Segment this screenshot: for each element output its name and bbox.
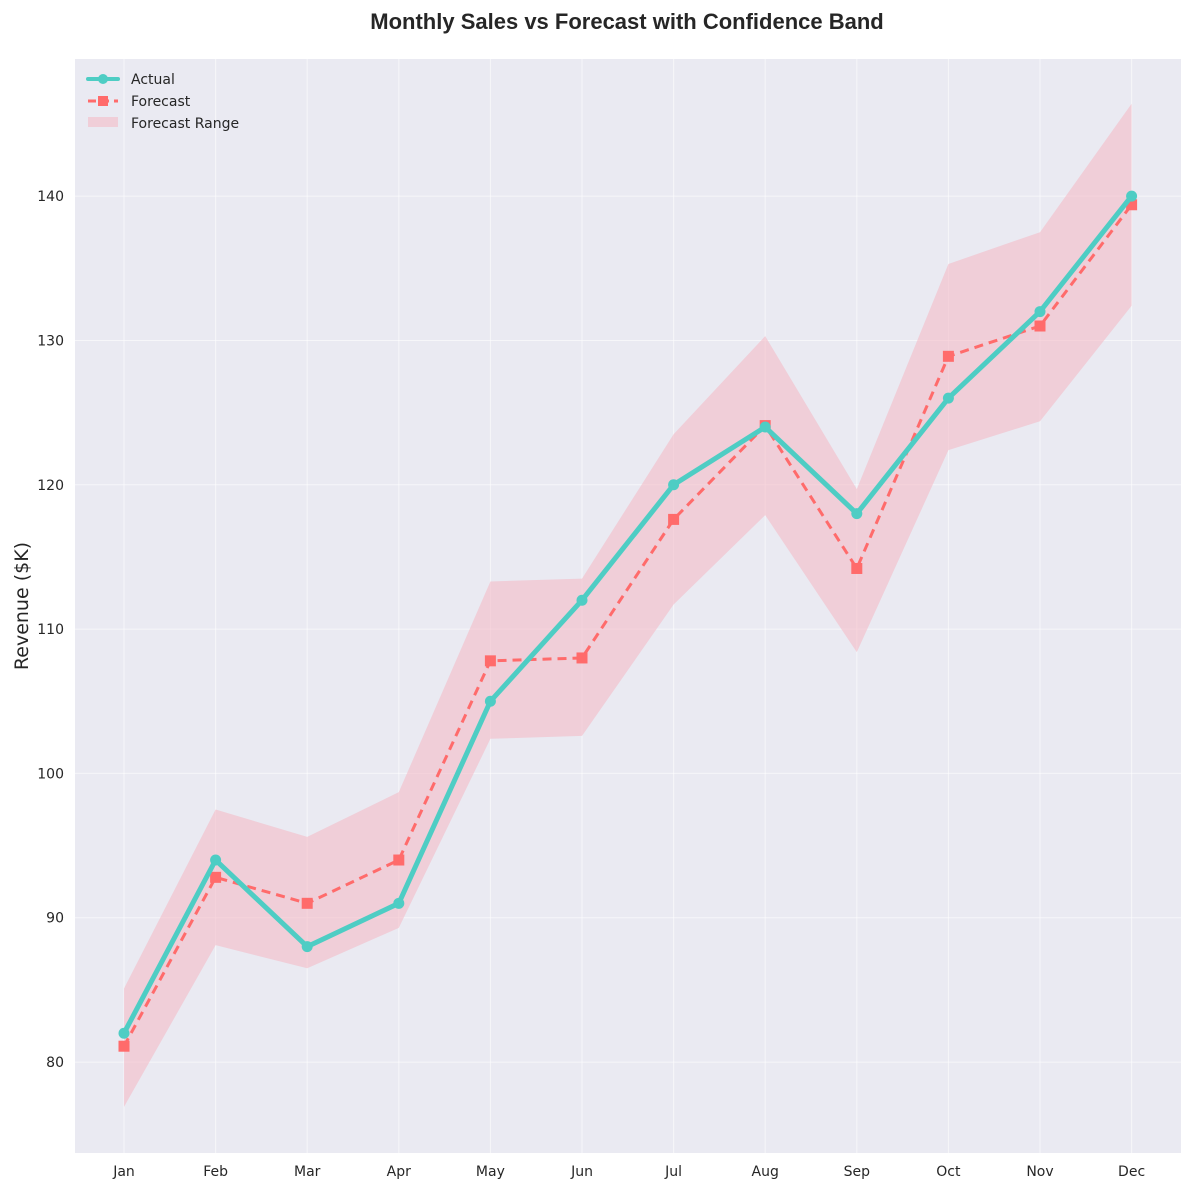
- confidence-band: [124, 103, 1132, 1107]
- point-actual-jul: [668, 479, 680, 491]
- x-tick-label-aug: Aug: [752, 1164, 779, 1180]
- x-tick-label-oct: Oct: [936, 1164, 961, 1180]
- series-line-forecast: [122, 203, 1133, 1047]
- grid: [75, 59, 1181, 1153]
- confidence-band-layer: [124, 103, 1132, 1107]
- x-tick-label-feb: Feb: [203, 1164, 228, 1180]
- point-forecast-sep: [851, 562, 863, 574]
- x-tick-label-dec: Dec: [1118, 1164, 1145, 1180]
- legend-forecast-label: Forecast: [131, 94, 191, 110]
- point-forecast-mar: [301, 897, 313, 909]
- x-tick-label-mar: Mar: [294, 1164, 321, 1180]
- point-forecast-jun: [576, 652, 588, 664]
- point-actual-nov: [1034, 306, 1046, 318]
- legend-actual-marker: [98, 74, 108, 84]
- point-forecast-apr: [393, 854, 405, 866]
- point-forecast-dec: [1126, 199, 1138, 211]
- point-actual-feb: [210, 854, 222, 866]
- series-actual: [118, 190, 1138, 1039]
- point-forecast-jan: [118, 1040, 130, 1052]
- y-tick-label-80: 80: [46, 1055, 64, 1071]
- y-tick-label-140: 140: [37, 189, 64, 205]
- series-layer: [118, 190, 1138, 1052]
- legend-item-actual: Actual: [86, 72, 175, 88]
- x-axis-ticks: Jan Feb Mar Apr May Jun Jul Aug Sep Oct Nov Dec: [112, 1164, 1145, 1180]
- point-actual-oct: [942, 392, 954, 404]
- series-line-actual: [121, 193, 1135, 1036]
- legend: Actual Forecast Forecast Range: [86, 72, 239, 132]
- x-tick-label-sep: Sep: [844, 1164, 871, 1180]
- legend-item-forecast: Forecast: [88, 94, 191, 110]
- legend-band-label: Forecast Range: [131, 116, 239, 132]
- chart-title: Monthly Sales vs Forecast with Confidenc…: [370, 9, 883, 34]
- x-tick-label-jul: Jul: [664, 1164, 682, 1180]
- point-actual-sep: [851, 508, 863, 520]
- legend-band-swatch: [88, 117, 118, 127]
- y-tick-label-110: 110: [37, 622, 64, 638]
- y-axis-ticks: 80 90 100 110 120 130 140: [37, 189, 64, 1071]
- legend-item-forecast-range: Forecast Range: [88, 116, 239, 132]
- point-actual-jan: [118, 1027, 130, 1039]
- point-actual-dec: [1126, 190, 1138, 202]
- y-tick-label-100: 100: [37, 766, 64, 782]
- legend-actual-label: Actual: [131, 72, 175, 88]
- x-tick-label-may: May: [476, 1164, 505, 1180]
- point-forecast-oct: [942, 350, 954, 362]
- point-forecast-nov: [1034, 320, 1046, 332]
- point-forecast-may: [484, 655, 496, 667]
- y-tick-label-120: 120: [37, 478, 64, 494]
- y-tick-label-130: 130: [37, 333, 64, 349]
- point-actual-may: [484, 695, 496, 707]
- point-actual-mar: [301, 941, 313, 953]
- y-tick-label-90: 90: [46, 911, 64, 927]
- legend-forecast-marker: [98, 96, 108, 106]
- point-actual-jun: [576, 594, 588, 606]
- point-forecast-jul: [668, 513, 680, 525]
- y-axis-label: Revenue ($K): [11, 542, 33, 670]
- x-tick-label-apr: Apr: [387, 1164, 411, 1180]
- point-actual-apr: [393, 897, 405, 909]
- x-tick-label-jun: Jun: [570, 1164, 593, 1180]
- x-tick-label-jan: Jan: [112, 1164, 135, 1180]
- point-actual-aug: [759, 421, 771, 433]
- x-tick-label-nov: Nov: [1026, 1164, 1053, 1180]
- point-forecast-feb: [210, 871, 222, 883]
